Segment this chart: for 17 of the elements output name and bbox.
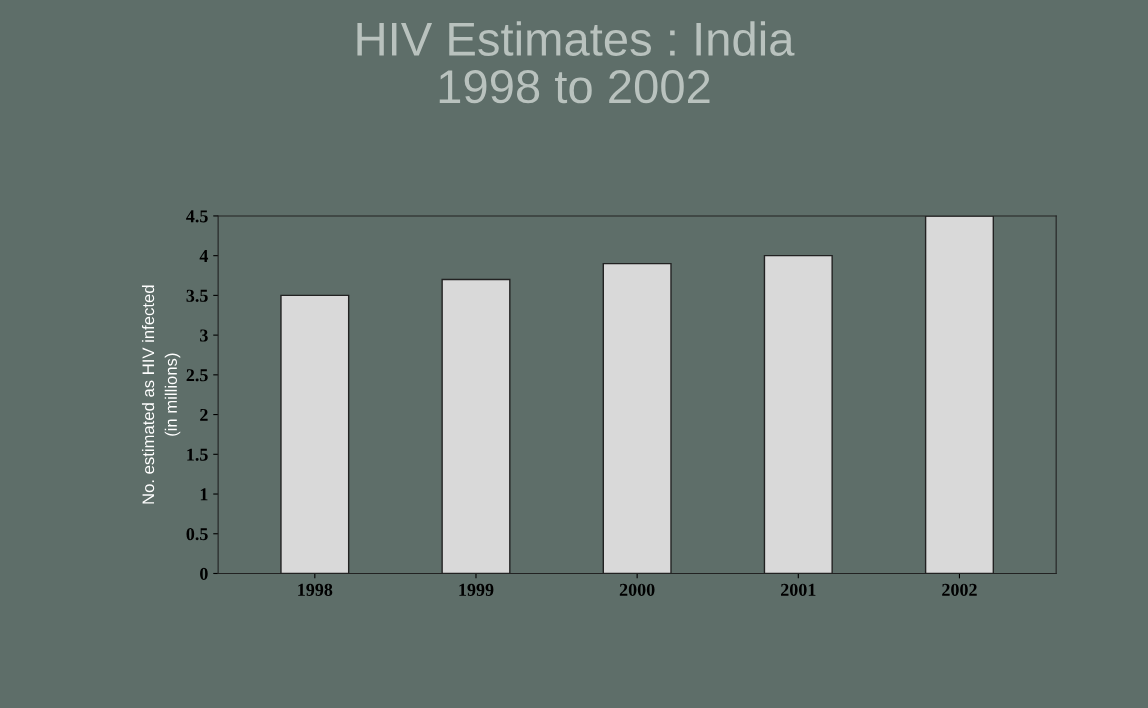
chart-title: HIV Estimates : India 1998 to 2002 xyxy=(357,21,795,104)
x-tick-label: 1999 xyxy=(459,583,494,596)
y-tick-label: 1 xyxy=(200,488,208,501)
y-tick-label: 0.5 xyxy=(186,528,208,541)
y-tick-label: 4.5 xyxy=(186,210,208,223)
y-tick-label: 3 xyxy=(200,329,208,342)
y-axis-title: No. estimated as HIV infected (in millions) xyxy=(141,285,181,504)
y-tick-label: 1.5 xyxy=(187,448,208,461)
y-tick-label: 2 xyxy=(200,408,208,421)
y-tick-label: 3.5 xyxy=(186,289,208,302)
x-tick-label: 1998 xyxy=(298,583,333,596)
y-tick-label: 0 xyxy=(200,567,208,580)
x-tick-label: 2000 xyxy=(619,583,655,596)
x-tick-label: 2002 xyxy=(942,583,977,596)
x-tick-label: 2001 xyxy=(781,583,816,596)
y-tick-label: 4 xyxy=(199,250,209,262)
y-tick-label: 2.5 xyxy=(186,369,208,382)
